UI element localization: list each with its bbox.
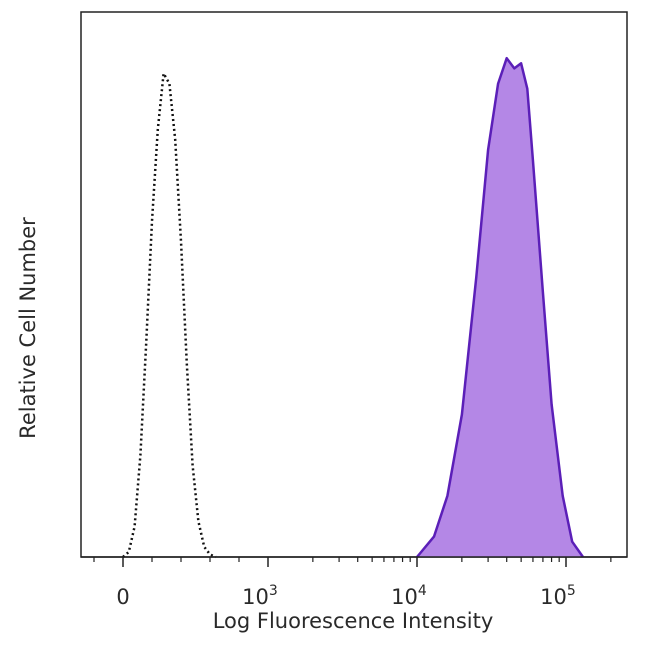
dotted-histogram-series [122,72,217,559]
x-tick-label: 0 [116,585,129,609]
series-layer [122,56,585,559]
x-axis-title: Log Fluorescence Intensity [213,609,494,633]
filled-histogram-series [416,56,585,558]
x-tick-label: 103 [242,583,278,609]
x-axis-ticks: 0 103 104 105 [93,557,612,609]
x-tick-label: 105 [540,583,576,609]
y-axis-title: Relative Cell Number [16,217,40,439]
x-tick-label: 104 [391,583,427,609]
